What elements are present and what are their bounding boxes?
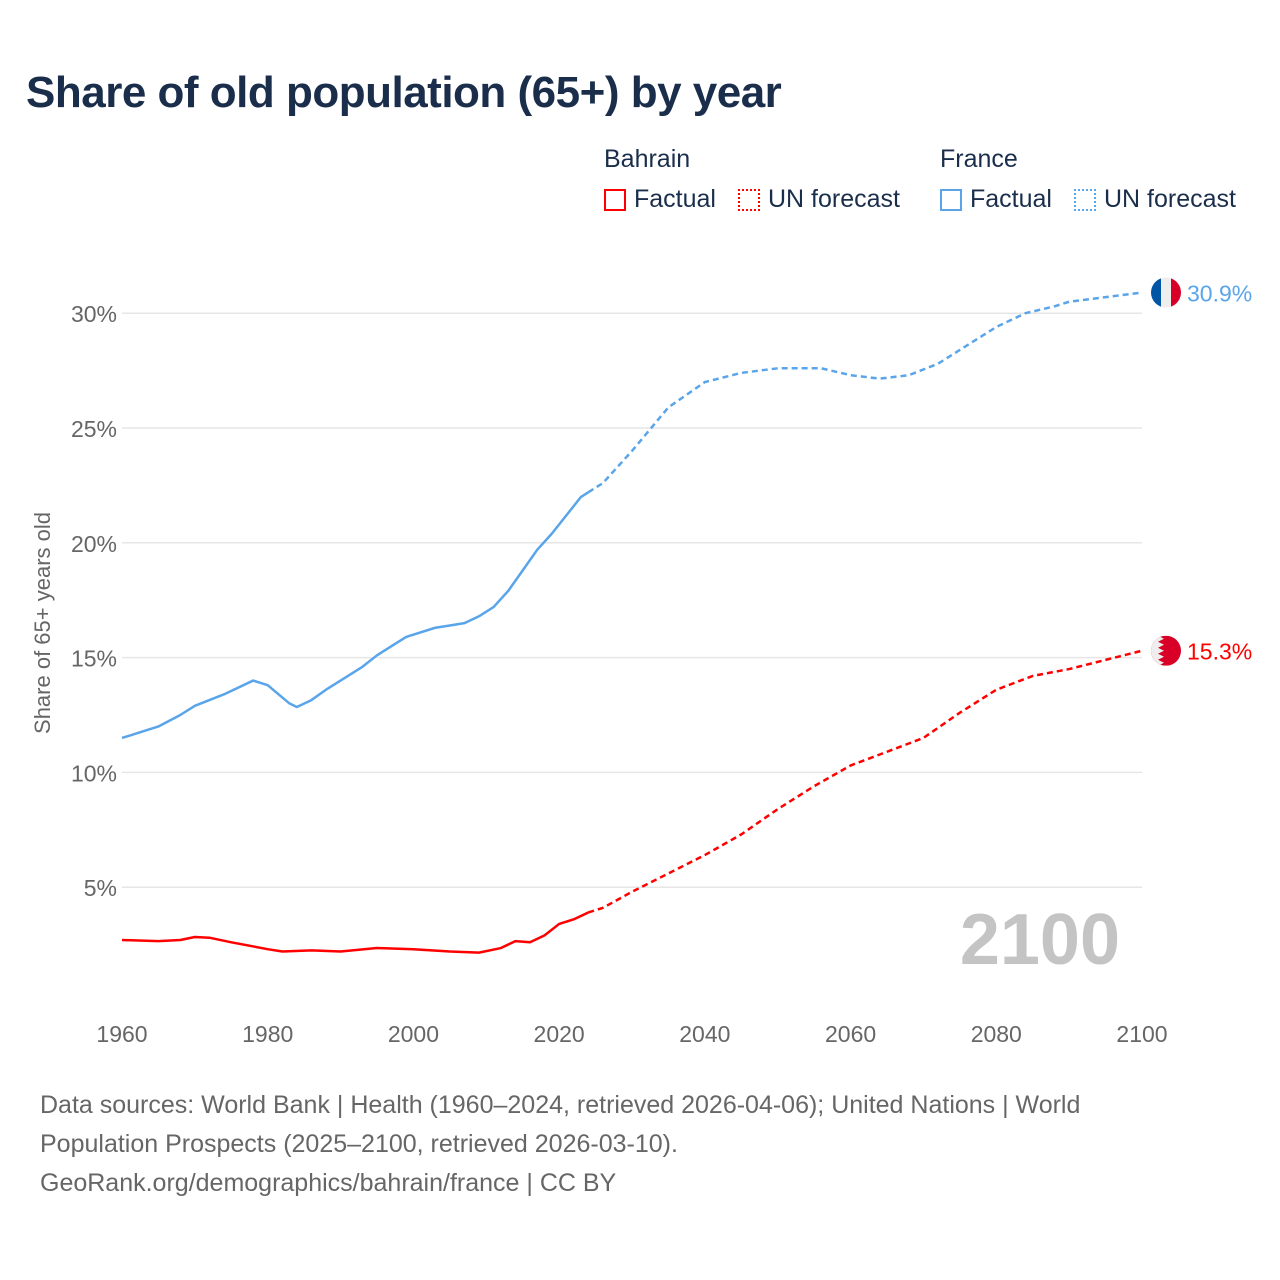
flag-body	[1151, 635, 1181, 666]
y-tick-label: 15%	[71, 646, 117, 672]
footer-link[interactable]: GeoRank.org/demographics/bahrain/france …	[40, 1169, 617, 1197]
legend-label: UN forecast	[768, 185, 900, 213]
series-bahrain-forecast-line	[587, 649, 1143, 914]
x-tick-label: 2040	[679, 1021, 730, 1047]
bahrain-flag-icon	[1151, 635, 1181, 666]
y-tick-label: 5%	[84, 875, 117, 901]
series-bahrain-factual-line	[121, 911, 589, 954]
flag-stripe	[1161, 277, 1171, 308]
legend-label: UN forecast	[1104, 185, 1236, 213]
legend-swatch-dotted	[1074, 188, 1096, 211]
legend-country-label: Bahrain	[604, 145, 691, 173]
x-tick-label: 2060	[825, 1021, 876, 1047]
y-axis-label: Share of 65+ years old	[30, 512, 55, 734]
x-tick-label: 1960	[96, 1021, 147, 1047]
year-watermark: 2100	[960, 900, 1120, 980]
legend-item-france-factual[interactable]: Factual	[940, 185, 1052, 214]
flag-body	[1151, 277, 1181, 308]
legend-country-label: France	[940, 145, 1018, 173]
chart-title: Share of old population (65+) by year	[26, 68, 782, 117]
legend-label: Factual	[634, 185, 716, 213]
x-tick-label: 2000	[388, 1021, 439, 1047]
flag-stripe	[1151, 277, 1161, 308]
legend-item-france-forecast[interactable]: UN forecast	[1074, 185, 1236, 214]
y-tick-label: 10%	[71, 760, 117, 786]
legend-item-bahrain-forecast[interactable]: UN forecast	[738, 185, 900, 214]
y-tick-label: 30%	[71, 301, 117, 327]
x-tick-label: 2100	[1116, 1021, 1167, 1047]
legend-item-bahrain-factual[interactable]: Factual	[604, 185, 716, 214]
y-tick-label: 20%	[71, 531, 117, 557]
footer: Data sources: World Bank | Health (1960–…	[40, 1086, 1190, 1203]
legend-swatch-solid	[940, 188, 962, 211]
series-france-factual-line	[121, 491, 589, 740]
x-tick-label: 1980	[242, 1021, 293, 1047]
footer-sources: Data sources: World Bank | Health (1960–…	[40, 1091, 1081, 1158]
y-tick-label: 25%	[71, 416, 117, 442]
france-flag-icon	[1151, 277, 1181, 308]
flag-serrated-band	[1151, 635, 1164, 666]
x-tick-label: 2020	[534, 1021, 585, 1047]
series-france-forecast-line	[587, 291, 1143, 494]
france-end-value-label: 30.9%	[1187, 281, 1252, 307]
bahrain-end-value-label: 15.3%	[1187, 639, 1252, 665]
legend-swatch-dotted	[738, 188, 760, 211]
legend-swatch-solid	[604, 188, 626, 211]
legend-label: Factual	[970, 185, 1052, 213]
flag-stripe	[1171, 277, 1181, 308]
x-tick-label: 2080	[971, 1021, 1022, 1047]
